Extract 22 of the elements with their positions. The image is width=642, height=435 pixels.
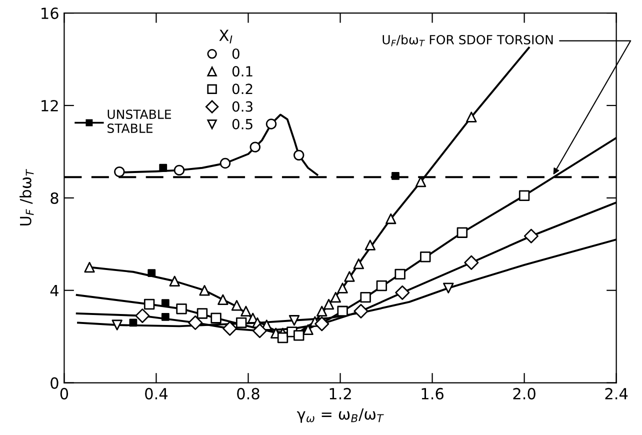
x-axis-title: γ$_{ω}$ = ω$_{B}$/ω$_{T}$ [297,408,384,423]
legend-label: 0 [232,48,240,59]
x-tick-label: 0.4 [145,388,168,400]
legend-label: 0.3 [232,101,252,112]
legend-title: X$_{I}$ [219,30,232,44]
annotation: U$_{F}$/bω$_{T}$ FOR SDOF TORSION [382,34,553,46]
legend-label: UNSTABLE STABLE [108,110,171,134]
y-axis-title: U$_{F}$ /bω$_{T}$ [20,168,34,226]
y-tick-label: 12 [42,100,58,112]
y-tick-label: 16 [42,8,58,20]
y-tick-label: 4 [50,285,58,296]
x-tick-label: 0.8 [237,388,260,400]
x-tick-label: 2.4 [605,388,628,400]
x-tick-label: 0 [60,388,68,400]
y-tick-label: 0 [50,377,58,389]
legend-label: 0.2 [232,84,252,94]
x-tick-label: 2.0 [513,388,536,400]
x-tick-label: 1.6 [422,388,444,400]
x-tick-label: 1.2 [330,388,351,400]
legend-label: 0.5 [232,118,252,130]
legend-label: 0.1 [232,66,252,77]
y-tick-label: 8 [50,192,58,204]
